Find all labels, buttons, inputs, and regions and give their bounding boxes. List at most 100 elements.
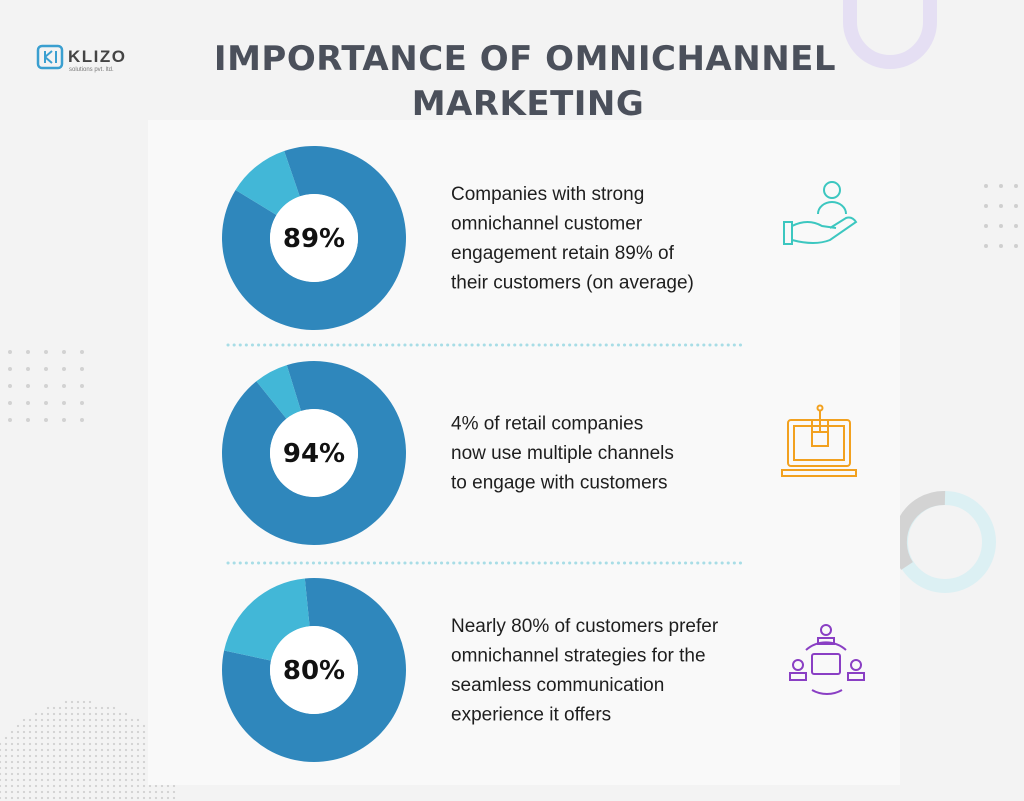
deco-dot [106, 796, 110, 800]
deco-dot [172, 790, 176, 794]
deco-dot [62, 418, 66, 422]
deco-dot [166, 790, 170, 794]
deco-dot [124, 736, 128, 740]
deco-dot [22, 784, 26, 788]
deco-dot [130, 730, 134, 734]
deco-dot [88, 700, 92, 704]
deco-dot [106, 724, 110, 728]
caption-line: seamless communication [451, 675, 664, 696]
deco-dot [172, 796, 176, 800]
icon-hand [783, 181, 858, 245]
deco-dot [118, 742, 122, 746]
donut-segment [256, 365, 301, 419]
deco-dot [22, 748, 26, 752]
deco-dot [154, 796, 158, 800]
deco-dot [76, 706, 80, 710]
deco-dot [112, 736, 116, 740]
deco-dot [142, 766, 146, 770]
deco-dot [64, 742, 68, 746]
deco-dot [136, 796, 140, 800]
deco-dot [112, 796, 116, 800]
deco-dot [58, 754, 62, 758]
deco-dot [82, 778, 86, 782]
deco-dot [130, 748, 134, 752]
deco-dot [64, 754, 68, 758]
deco-dot [70, 754, 74, 758]
caption-line: their customers (on average) [451, 272, 694, 293]
donut-hole [270, 194, 358, 282]
deco-dot [118, 796, 122, 800]
deco-dot [88, 742, 92, 746]
deco-dot [112, 766, 116, 770]
deco-dot [142, 778, 146, 782]
deco-dot [124, 772, 128, 776]
deco-dot [70, 700, 74, 704]
deco-dot [46, 712, 50, 716]
donut-segment [224, 578, 310, 661]
deco-dot [16, 784, 20, 788]
deco-dot [106, 772, 110, 776]
deco-dot [70, 712, 74, 716]
deco-dot [16, 772, 20, 776]
deco-dot [160, 796, 164, 800]
deco-dot [64, 730, 68, 734]
deco-dot [70, 760, 74, 764]
deco-dot [142, 742, 146, 746]
deco-dot [10, 784, 14, 788]
deco-dot [112, 760, 116, 764]
deco-dot [64, 772, 68, 776]
deco-dot [0, 784, 2, 788]
deco-dot [70, 778, 74, 782]
deco-dot [94, 772, 98, 776]
deco-dot [28, 718, 32, 722]
deco-dot [136, 766, 140, 770]
deco-dot [106, 790, 110, 794]
deco-dot [106, 730, 110, 734]
caption-line: Nearly 80% of customers prefer [451, 616, 719, 637]
deco-dot [130, 736, 134, 740]
caption-line: omnichannel strategies for the [451, 645, 706, 666]
deco-dot [52, 718, 56, 722]
deco-dot [80, 401, 84, 405]
deco-dot [94, 712, 98, 716]
deco-dot [52, 796, 56, 800]
deco-dot [22, 742, 26, 746]
deco-dot [112, 742, 116, 746]
deco-dot [100, 784, 104, 788]
deco-dot [28, 766, 32, 770]
deco-dot [136, 730, 140, 734]
deco-dot [94, 724, 98, 728]
deco-dot [88, 718, 92, 722]
deco-dot [64, 760, 68, 764]
deco-dot [58, 784, 62, 788]
deco-dot [64, 778, 68, 782]
deco-dot [94, 730, 98, 734]
deco-dot [28, 790, 32, 794]
deco-dot [10, 742, 14, 746]
deco-dot [70, 724, 74, 728]
deco-dot [0, 760, 2, 764]
deco-dot [124, 760, 128, 764]
deco-dot [46, 724, 50, 728]
deco-dot [70, 796, 74, 800]
deco-dot [166, 796, 170, 800]
deco-dot [70, 742, 74, 746]
deco-dot [136, 772, 140, 776]
deco-dot [16, 742, 20, 746]
deco-dot [0, 754, 2, 758]
deco-dot [100, 712, 104, 716]
deco-dot [112, 754, 116, 758]
title-line: MARKETING [412, 84, 645, 124]
deco-dot [100, 772, 104, 776]
deco-dot [0, 778, 2, 782]
deco-dot [106, 718, 110, 722]
deco-dot [52, 760, 56, 764]
deco-dot [52, 742, 56, 746]
deco-dot [130, 724, 134, 728]
deco-dot [100, 718, 104, 722]
deco-dot [58, 760, 62, 764]
deco-dot [82, 706, 86, 710]
deco-dot [64, 724, 68, 728]
deco-dot [10, 766, 14, 770]
deco-dot [34, 766, 38, 770]
